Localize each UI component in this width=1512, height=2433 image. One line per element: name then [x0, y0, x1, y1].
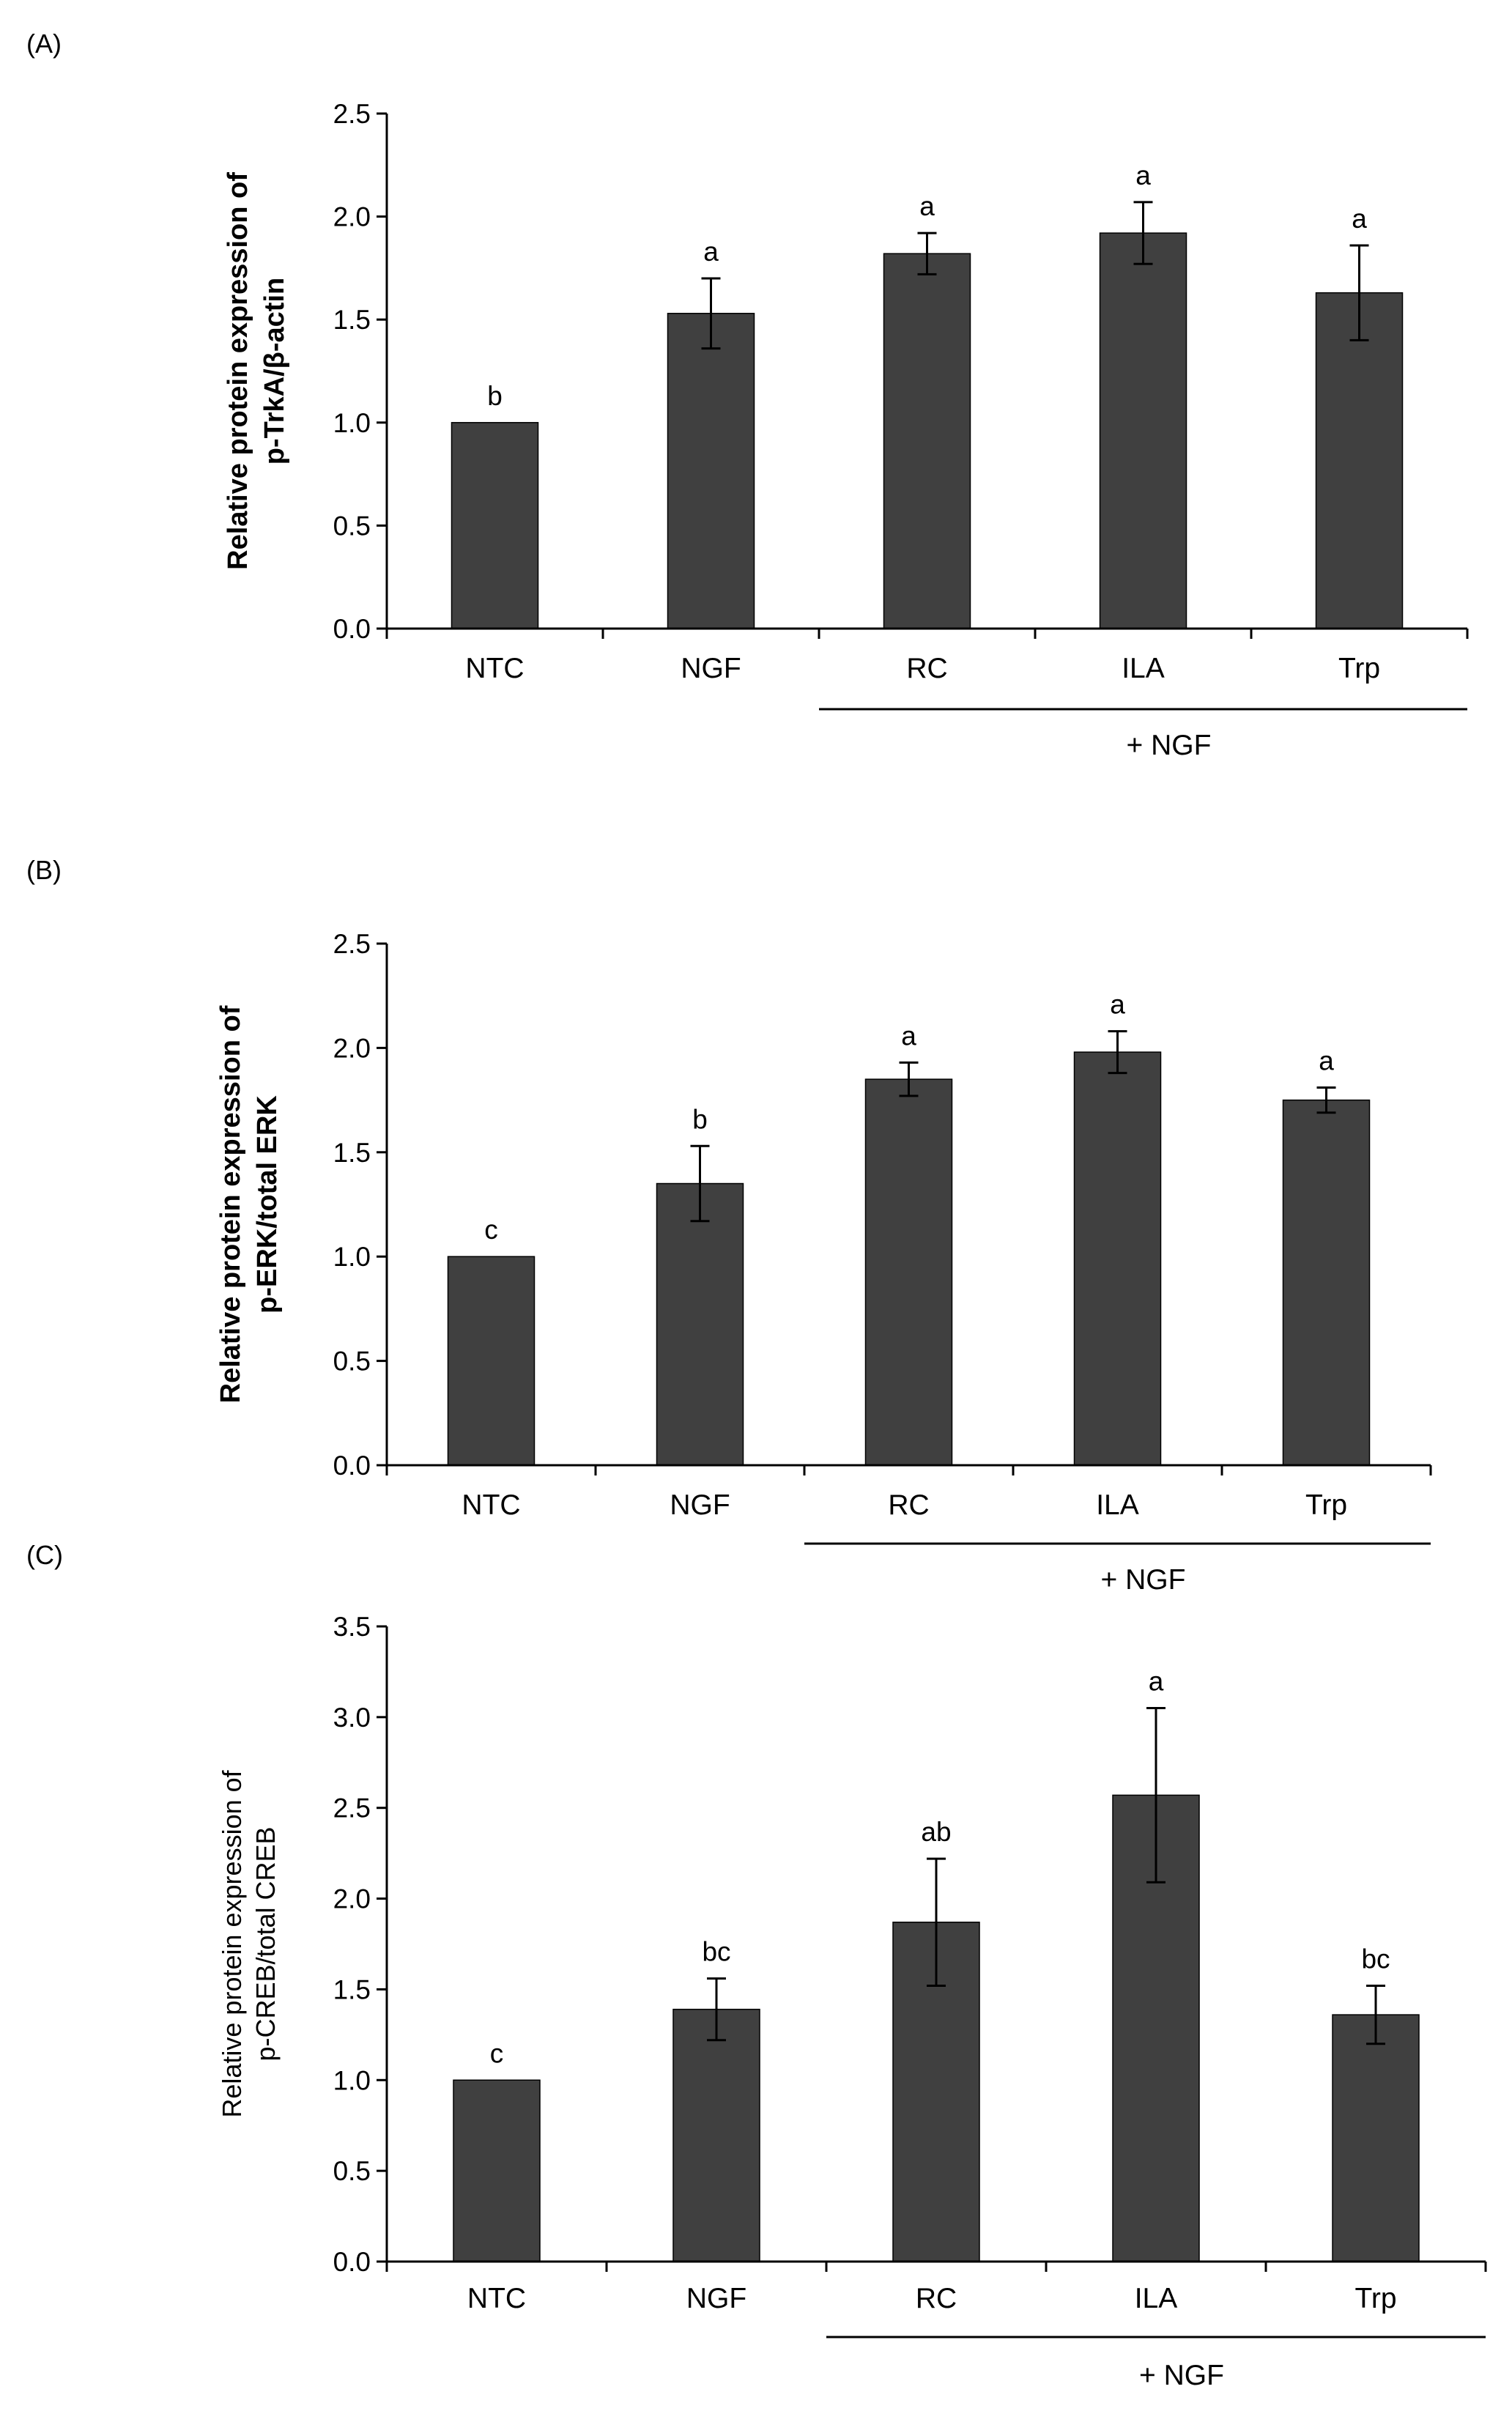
y-tick-label: 0.5 — [333, 2156, 371, 2186]
category-label: ILA — [1122, 653, 1165, 684]
bar-ngf — [672, 2008, 760, 2262]
y-axis-label-line: p-TrkA/β-actin — [259, 278, 290, 464]
y-axis-label-line: p-ERK/total ERK — [252, 1095, 283, 1314]
bar-rc — [883, 253, 971, 629]
chart-panel-1: (A) 0.0 0.5 1.0 1.5 2.0 2.5 b NTC a NGF a RC a ILA a Trp… — [26, 29, 1469, 761]
category-label: NTC — [462, 1489, 520, 1521]
category-label: RC — [888, 1489, 929, 1521]
y-tick-label: 2.5 — [333, 1793, 371, 1823]
chart-panel-3: (C) 0.0 0.5 1.0 1.5 2.0 2.5 3.0 3.5 c NTC bc NGF ab RC… — [26, 1540, 1487, 2391]
category-label: ILA — [1096, 1489, 1139, 1521]
significance-label: a — [901, 1021, 916, 1051]
chart-panel-2: (B) 0.0 0.5 1.0 1.5 2.0 2.5 c NTC b NGF a RC a ILA a Trp… — [26, 855, 1432, 1596]
significance-label: a — [1352, 204, 1367, 234]
y-tick-label: 2.5 — [333, 99, 371, 129]
y-tick-label: 2.0 — [333, 202, 371, 232]
significance-label: bc — [702, 1937, 730, 1967]
category-label: Trp — [1338, 653, 1380, 684]
bar-ntc — [451, 422, 539, 629]
y-tick-label: 0.5 — [333, 511, 371, 541]
group-label: + NGF — [1139, 2360, 1224, 2391]
group-label: + NGF — [1101, 1564, 1186, 1596]
y-axis-label-line: Relative protein expression of — [215, 1005, 246, 1403]
y-tick-label: 0.0 — [333, 1451, 371, 1481]
category-label: ILA — [1135, 2283, 1178, 2314]
bar-ila — [1099, 232, 1187, 629]
y-tick-label: 3.5 — [333, 1612, 371, 1642]
significance-label: a — [1319, 1046, 1334, 1076]
category-label: RC — [916, 2283, 957, 2314]
bar-trp — [1282, 1099, 1371, 1466]
y-tick-label: 0.0 — [333, 2247, 371, 2277]
significance-label: bc — [1361, 1944, 1390, 1974]
bar-ntc — [453, 2079, 541, 2262]
panel-label: (A) — [26, 29, 62, 59]
y-tick-label: 2.0 — [333, 1884, 371, 1914]
y-tick-label: 1.5 — [333, 1974, 371, 2004]
significance-label: a — [1110, 990, 1125, 1020]
category-label: Trp — [1354, 2283, 1396, 2314]
significance-label: c — [490, 2038, 504, 2068]
bar-ila — [1073, 1051, 1162, 1466]
y-axis-label-line: Relative protein expression of — [223, 172, 253, 570]
bar-ngf — [656, 1182, 744, 1466]
significance-label: c — [484, 1215, 498, 1245]
y-tick-label: 3.0 — [333, 1703, 371, 1733]
bar-trp — [1332, 2014, 1420, 2262]
category-label: NGF — [686, 2283, 746, 2314]
y-tick-label: 1.5 — [333, 305, 371, 335]
category-label: NGF — [670, 1489, 730, 1521]
y-tick-label: 1.0 — [333, 1242, 371, 1272]
category-label: NGF — [681, 653, 741, 684]
y-axis-label: Relative protein expression of p-ERK/tota… — [215, 1005, 283, 1403]
y-tick-label: 2.0 — [333, 1033, 371, 1063]
y-tick-label: 1.0 — [333, 408, 371, 438]
y-axis-label-line: p-CREB/total CREB — [251, 1826, 281, 2061]
significance-label: b — [692, 1104, 708, 1134]
category-label: NTC — [467, 2283, 526, 2314]
bar-ntc — [447, 1256, 536, 1466]
panel-label: (C) — [26, 1540, 63, 1570]
bar-rc — [864, 1078, 953, 1466]
significance-label: a — [1135, 160, 1151, 190]
bar-ngf — [667, 313, 755, 629]
category-label: Trp — [1305, 1489, 1347, 1521]
y-tick-label: 1.0 — [333, 2065, 371, 2095]
y-tick-label: 2.5 — [333, 929, 371, 959]
significance-label: a — [1149, 1666, 1164, 1696]
category-label: RC — [906, 653, 947, 684]
significance-label: a — [703, 237, 719, 267]
y-axis-label-line: Relative protein expression of — [217, 1769, 247, 2117]
significance-label: a — [919, 191, 935, 221]
y-axis-label: Relative protein expression of p-CREB/tot… — [217, 1769, 281, 2117]
panel-label: (B) — [26, 855, 62, 885]
y-tick-label: 0.0 — [333, 614, 371, 644]
y-axis-label: Relative protein expression of p-TrkA/β-a… — [223, 172, 290, 570]
bar-trp — [1315, 292, 1404, 629]
y-tick-label: 0.5 — [333, 1347, 371, 1377]
significance-label: ab — [921, 1817, 951, 1847]
significance-label: b — [487, 381, 503, 411]
category-label: NTC — [465, 653, 524, 684]
y-tick-label: 1.5 — [333, 1138, 371, 1168]
group-label: + NGF — [1127, 730, 1212, 761]
